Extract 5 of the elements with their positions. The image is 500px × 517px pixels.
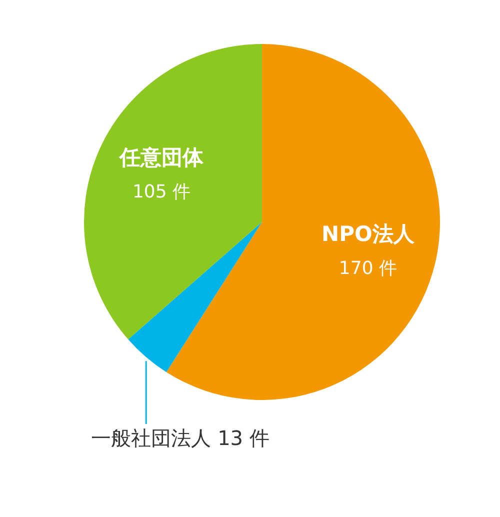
slice-label: NPO法人 [322,222,416,246]
data-label: 105 件 [132,181,191,202]
slice-label: 任意団体 [118,145,204,170]
data-label: 170 件 [338,258,397,279]
slice-label: 一般社団法人 13 件 [91,426,270,450]
